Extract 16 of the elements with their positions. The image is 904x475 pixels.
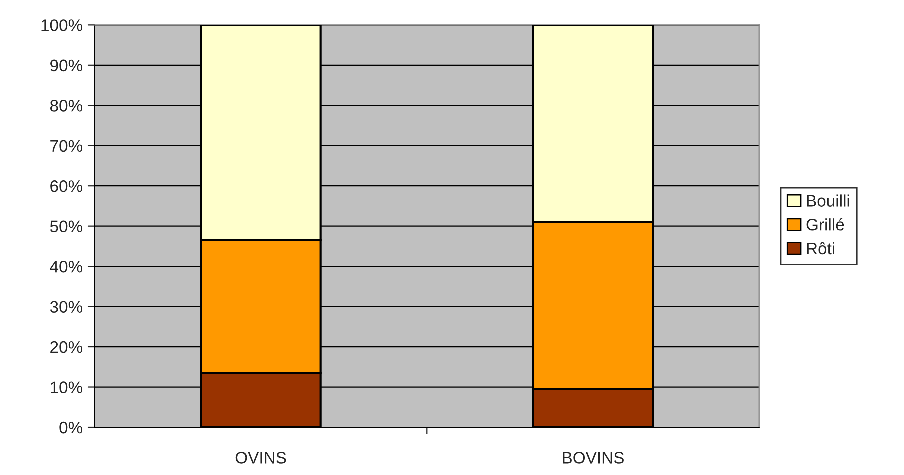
y-tick-label: 40% <box>50 260 83 273</box>
y-tick-label: 20% <box>50 341 83 354</box>
x-tick-label: BOVINS <box>563 452 624 464</box>
legend-label: Bouilli <box>807 194 850 207</box>
legend-label: Rôti <box>807 242 834 255</box>
y-tick-label: 100% <box>42 20 83 32</box>
y-tick-label: 70% <box>50 140 83 152</box>
y-tick-label: 30% <box>50 301 83 314</box>
y-tick-label: 80% <box>50 100 83 112</box>
y-tick-label: 90% <box>50 60 83 72</box>
y-tick-label: 60% <box>50 180 83 192</box>
legend-label: Grillé <box>806 218 844 231</box>
y-tick-label: 50% <box>50 220 83 233</box>
y-tick-label: 10% <box>51 382 83 394</box>
y-tick-label: 0% <box>60 422 83 434</box>
x-tick-label: OVINS <box>236 452 286 464</box>
